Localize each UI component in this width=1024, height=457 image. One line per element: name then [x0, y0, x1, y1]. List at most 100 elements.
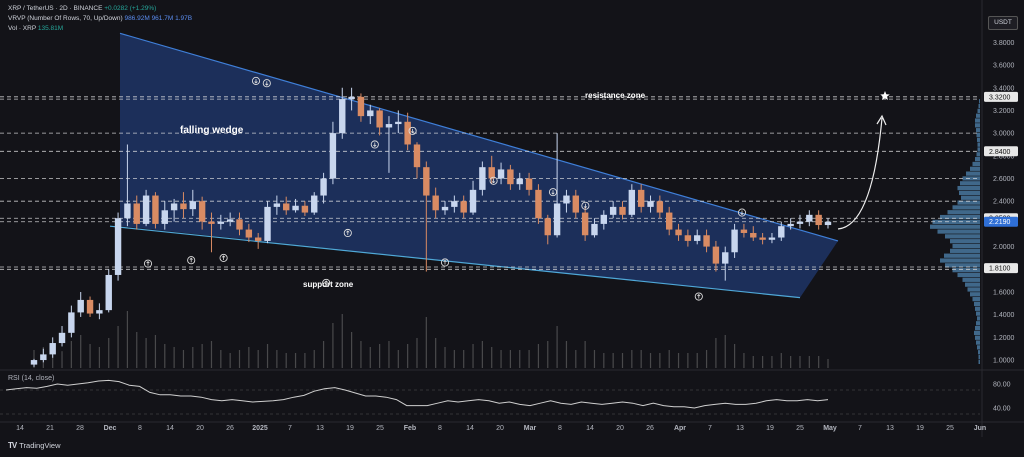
volume-info: Vol · XRP 135.81M [8, 25, 63, 33]
symbol-line: XRP / TetherUS · 2D · BINANCE [8, 5, 103, 12]
time-tick-label: May [823, 425, 837, 432]
pivot-marker-icon [219, 253, 228, 262]
price-tick-label: 3.6000 [993, 63, 1015, 70]
time-tick-label: 8 [438, 425, 442, 432]
volume-profile-row [959, 190, 980, 196]
candle-body [404, 121, 411, 145]
volume-profile-row [952, 243, 980, 249]
candle-body [572, 195, 579, 213]
arrow-down-icon [740, 210, 744, 216]
time-tick-label: 8 [138, 425, 142, 432]
pivot-marker-icon [694, 292, 703, 301]
rsi-tick-label: 40.00 [993, 406, 1011, 413]
volume-bar [220, 350, 222, 368]
volume-profile-row [977, 108, 980, 113]
vol-label: Vol · XRP [8, 25, 37, 32]
candle-body [320, 178, 327, 196]
time-tick-label: Apr [674, 425, 686, 432]
candle-body [292, 205, 299, 211]
candle-body [348, 96, 355, 100]
candle-body [488, 167, 495, 179]
time-tick-label: Dec [104, 425, 117, 432]
candle-body [787, 223, 794, 227]
volume-profile-row [952, 205, 980, 210]
volume-profile-row [940, 258, 980, 263]
volume-bar [780, 353, 782, 368]
candle-body [815, 214, 822, 226]
volume-bar [154, 335, 157, 368]
volume-bar [285, 353, 287, 368]
volume-bar [640, 350, 642, 368]
candle-body [152, 195, 159, 224]
candle-body [49, 343, 56, 355]
volume-profile-row [979, 99, 980, 104]
candle-body [385, 124, 393, 128]
time-axis: 14 21 28 Dec 8 14 20 26 2025 7 13 19 25 Feb 8 14 20 Mar 8 1… [16, 425, 986, 432]
currency-button[interactable]: USDT [988, 16, 1018, 30]
volume-profile-row [950, 248, 980, 253]
candle-body [264, 206, 271, 241]
candle-body [58, 332, 66, 344]
candle-body [684, 235, 692, 241]
volume-bar [762, 356, 764, 368]
time-tick-label: 25 [796, 425, 804, 432]
pivot-marker-icon [440, 258, 450, 267]
price-tag-label: 2.2190 [989, 219, 1011, 226]
pivot-marker-icon [187, 256, 196, 265]
time-tick-label: 19 [916, 425, 924, 432]
volume-bar [808, 356, 810, 368]
volume-profile-row [937, 229, 980, 234]
volume-bar [519, 350, 521, 368]
volume-bar [827, 359, 829, 368]
candle-body [198, 201, 206, 222]
volume-profile-row [976, 152, 980, 157]
volume-bar [89, 344, 91, 368]
candle-body [824, 221, 832, 226]
volume-bar [248, 347, 250, 368]
volume-bar [173, 347, 175, 368]
candle-body [581, 212, 589, 236]
candle-body [750, 232, 757, 238]
volume-bar [332, 323, 334, 368]
volume-bar [705, 350, 708, 368]
time-tick-label: 20 [196, 425, 204, 432]
volume-bar [659, 353, 661, 368]
volume-profile-row [967, 287, 980, 292]
rsi-line [5, 379, 829, 409]
volume-profile [930, 99, 980, 364]
volume-profile-row [976, 311, 980, 316]
volume-bar [397, 350, 399, 368]
volume-bar [435, 338, 437, 368]
arrow-up-icon [697, 293, 701, 299]
candle-body [712, 246, 720, 264]
arrow-up-icon [346, 230, 350, 235]
pivot-marker-icon [262, 79, 271, 88]
annotations: resistance zone support zone falling wedge [180, 91, 890, 289]
time-tick-label: 26 [226, 425, 234, 432]
candle-body [170, 203, 178, 211]
candle-body [432, 195, 439, 211]
volume-bar [621, 353, 624, 368]
volume-bar [537, 344, 540, 368]
pivot-marker-icon [143, 259, 153, 268]
candle-body [451, 201, 458, 207]
candle-body [395, 121, 402, 125]
volume-bar [556, 326, 558, 368]
arrow-down-icon [254, 78, 258, 84]
volume-bar [649, 353, 652, 368]
candle-body [30, 360, 38, 365]
candle-body [516, 178, 523, 185]
volume-bar [108, 338, 110, 368]
volume-profile-row [962, 176, 980, 181]
volume-profile-row [975, 123, 980, 128]
time-tick-label: 13 [736, 425, 744, 432]
time-tick-label: 8 [558, 425, 562, 432]
candle-body [367, 110, 374, 117]
pivot-marker-icon [251, 76, 261, 85]
price-tag-label: 1.8100 [989, 266, 1011, 273]
volume-profile-row [966, 171, 980, 176]
candle-body [217, 221, 225, 224]
candle-body [535, 189, 542, 219]
pivot-marker-icon [489, 176, 498, 185]
